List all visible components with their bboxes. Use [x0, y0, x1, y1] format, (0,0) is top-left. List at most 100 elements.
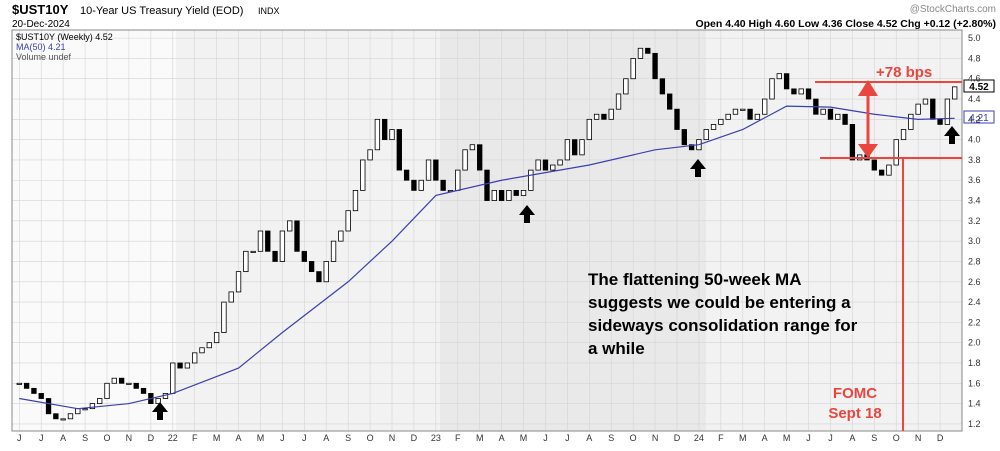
x-tick-label: F — [192, 433, 198, 443]
x-tick-label: A — [762, 433, 768, 443]
candle — [930, 98, 936, 120]
x-tick-label: D — [674, 433, 681, 443]
y-tick-label: 1.6 — [968, 378, 981, 388]
candle — [294, 220, 300, 252]
candle — [645, 47, 651, 54]
candle — [754, 113, 761, 120]
candle — [900, 129, 907, 141]
y-tick-label: 4.0 — [968, 135, 981, 145]
x-tick-label: A — [586, 433, 592, 443]
candle — [608, 108, 614, 120]
y-tick-label: 2.6 — [968, 277, 981, 287]
candle — [820, 108, 826, 115]
candle — [557, 159, 563, 166]
candle — [769, 78, 775, 100]
x-tick-label: D — [937, 433, 944, 443]
candle — [550, 164, 556, 171]
candle — [316, 271, 322, 283]
price-tag: 4.52 — [969, 82, 989, 93]
candle — [250, 250, 256, 253]
candle — [952, 86, 958, 100]
year-band — [706, 30, 962, 431]
candle — [718, 118, 724, 125]
x-tick-label: S — [345, 433, 351, 443]
x-tick-label: M — [257, 433, 265, 443]
y-tick-label: 4.6 — [968, 74, 981, 84]
candle — [53, 413, 59, 420]
y-tick-label: 3.6 — [968, 175, 981, 185]
ma-tag: 4.21 — [969, 113, 989, 124]
candle — [308, 261, 315, 273]
candle — [564, 139, 571, 161]
candle — [710, 124, 717, 130]
candle — [177, 362, 183, 369]
y-tick-label: 4.4 — [968, 94, 981, 104]
candle — [798, 88, 804, 95]
annotation: The flattening 50-week MA — [588, 270, 801, 289]
y-tick-label: 2.2 — [968, 317, 981, 327]
candle — [659, 78, 666, 95]
x-tick-label: O — [367, 433, 374, 443]
x-tick-label: O — [103, 433, 110, 443]
candle — [747, 108, 753, 120]
candle — [45, 398, 52, 415]
x-tick-label: J — [828, 433, 833, 443]
candle — [842, 113, 848, 125]
candle — [382, 118, 388, 141]
candle — [732, 108, 739, 115]
candle — [630, 58, 636, 80]
x-tick-label: N — [389, 433, 396, 443]
date: 20-Dec-2024 — [12, 19, 70, 30]
x-tick-label: A — [499, 433, 505, 443]
candle — [871, 159, 877, 171]
legend-entry: Volume undef — [16, 52, 72, 62]
annotation-lines — [815, 81, 962, 431]
candle — [82, 408, 88, 411]
candle — [38, 393, 44, 399]
x-tick-label: A — [60, 433, 66, 443]
candle — [411, 179, 417, 191]
candle — [725, 113, 731, 120]
y-tick-label: 3.8 — [968, 155, 981, 165]
candle — [572, 139, 578, 156]
candle — [513, 189, 519, 196]
candle — [484, 169, 490, 201]
candle — [535, 159, 541, 171]
candle — [937, 118, 943, 125]
x-tick-label: 24 — [694, 433, 704, 443]
arrow-head — [858, 80, 878, 96]
candle — [542, 159, 549, 171]
candle — [688, 144, 695, 151]
candle — [667, 93, 673, 110]
x-tick-label: O — [630, 433, 637, 443]
y-tick-label: 2.4 — [968, 297, 981, 307]
candle — [192, 352, 198, 364]
x-tick-label: J — [39, 433, 44, 443]
candle — [235, 271, 242, 293]
candle — [520, 189, 527, 196]
candle — [111, 377, 117, 384]
candle — [835, 113, 841, 120]
y-tick-label: 4.8 — [968, 53, 981, 63]
y-tick-label: 3.2 — [968, 216, 981, 226]
candle — [433, 159, 439, 181]
y-tick-label: 1.2 — [968, 419, 981, 429]
candle — [418, 179, 424, 191]
title: $UST10Y — [12, 2, 69, 17]
annotation: a while — [588, 339, 645, 358]
candle — [301, 250, 307, 262]
candle — [455, 169, 461, 191]
candle — [89, 403, 96, 410]
x-tick-label: A — [323, 433, 329, 443]
candle — [287, 220, 293, 232]
x-tick-label: J — [806, 433, 811, 443]
x-tick-label: F — [718, 433, 724, 443]
watermark: @StockCharts.com — [910, 4, 996, 15]
x-tick-label: M — [739, 433, 747, 443]
annotation: Sept 18 — [828, 405, 881, 422]
candle — [652, 52, 658, 80]
moving-average — [19, 105, 955, 410]
candle — [97, 398, 103, 404]
x-tick-label: M — [476, 433, 484, 443]
candle — [528, 169, 534, 191]
